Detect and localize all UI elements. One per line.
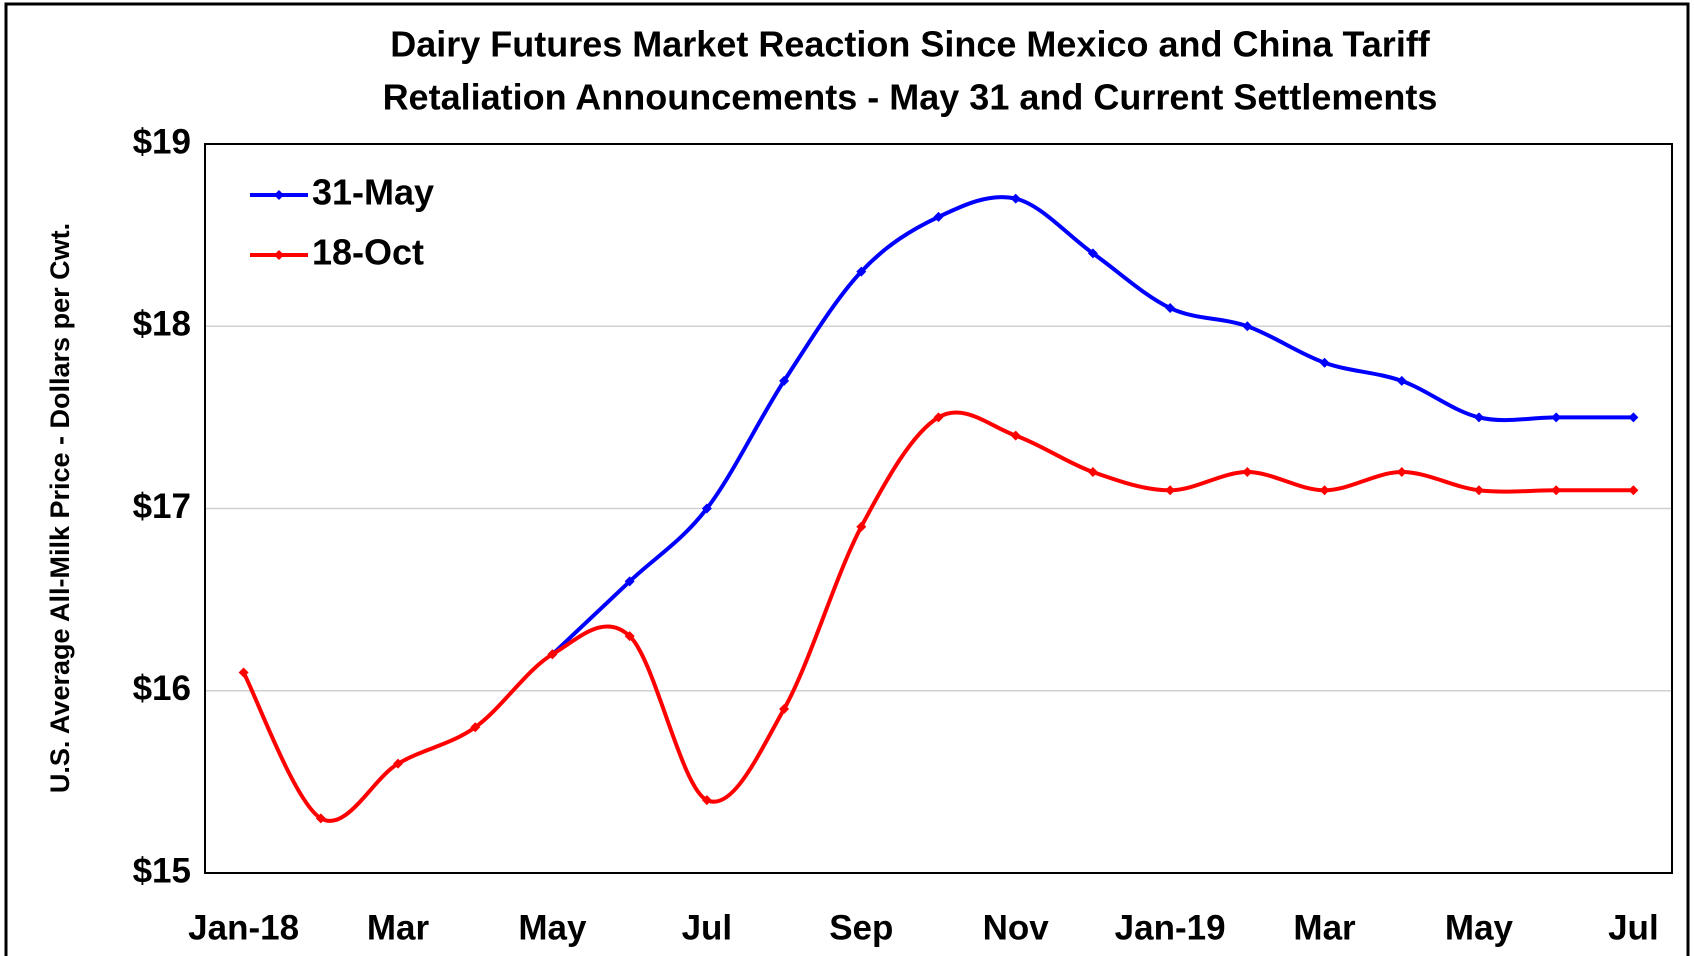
legend-marker (274, 190, 284, 200)
data-point (624, 576, 635, 587)
x-tick-label: Mar (367, 908, 430, 947)
data-point (1396, 467, 1407, 478)
x-tick-label: Jan-19 (1115, 908, 1226, 947)
data-point (393, 758, 404, 769)
data-point (624, 631, 635, 642)
data-point (238, 667, 249, 678)
data-point (1628, 412, 1639, 423)
series-line (241, 410, 1634, 823)
data-point (856, 521, 867, 532)
x-tick-label: Sep (829, 908, 893, 947)
chart-frame (4, 2, 1690, 956)
plot-area (204, 143, 1673, 874)
data-point (1396, 375, 1407, 386)
y-tick-label: $19 (133, 122, 191, 161)
data-point (547, 649, 558, 660)
data-point (1242, 321, 1253, 332)
legend-label: 18-Oct (312, 232, 424, 273)
x-tick-label: Jul (1608, 908, 1659, 947)
data-point (1319, 485, 1330, 496)
data-point (701, 795, 712, 806)
y-tick-label: $18 (133, 305, 191, 344)
data-point (933, 412, 944, 423)
data-point (1242, 467, 1253, 478)
x-tick-label: May (518, 908, 587, 947)
data-point (1319, 357, 1330, 368)
x-tick-label: Nov (983, 908, 1050, 947)
data-point (779, 703, 790, 714)
data-point (1087, 467, 1098, 478)
y-tick-label: $16 (133, 669, 191, 708)
data-point (1010, 193, 1021, 204)
data-point (1010, 430, 1021, 441)
legend-label: 31-May (312, 172, 434, 213)
x-tick-label: Mar (1293, 908, 1356, 947)
data-point (933, 211, 944, 222)
data-point (1473, 412, 1484, 423)
chart-title: Dairy Futures Market Reaction Since Mexi… (390, 24, 1431, 65)
data-point (856, 266, 867, 277)
data-point (1165, 303, 1176, 314)
data-point (1165, 485, 1176, 496)
chart-title: Retaliation Announcements - May 31 and C… (383, 77, 1438, 118)
data-point (779, 375, 790, 386)
data-point (1087, 248, 1098, 259)
series-line (551, 195, 1634, 656)
data-point (1551, 485, 1562, 496)
data-point (1551, 412, 1562, 423)
y-tick-label: $17 (133, 487, 191, 526)
data-point (470, 722, 481, 733)
x-tick-label: Jan-18 (188, 908, 299, 947)
x-tick-label: Jul (682, 908, 733, 947)
legend-marker (274, 250, 284, 260)
data-point (1473, 485, 1484, 496)
x-tick-label: May (1445, 908, 1514, 947)
data-point (315, 813, 326, 824)
data-point (1628, 485, 1639, 496)
y-tick-label: $15 (133, 851, 191, 890)
data-point (701, 503, 712, 514)
y-axis-title: U.S. Average All-Milk Price - Dollars pe… (45, 223, 75, 793)
